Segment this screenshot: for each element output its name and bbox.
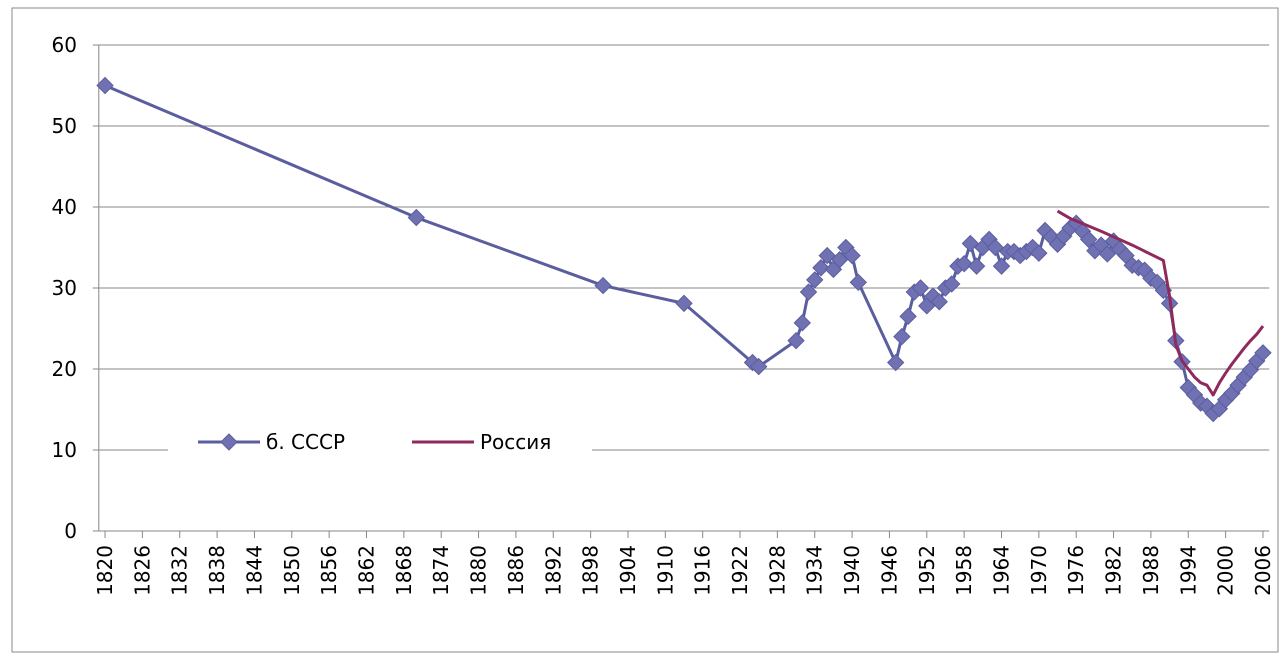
marker [992,257,1011,275]
x-tick-label: 1862 [354,545,378,596]
legend-marker [220,433,238,451]
x-tick-label: 1922 [728,545,752,596]
x-tick-label: 1856 [317,545,341,596]
marker [1030,244,1048,262]
marker [886,353,905,372]
marker [955,254,973,273]
y-tick-label: 40 [52,195,77,219]
marker [911,279,930,297]
x-tick-label: 1982 [1102,545,1126,596]
marker [942,275,961,293]
marker [806,271,824,289]
x-tick-label: 1976 [1064,545,1088,596]
marker [893,327,911,346]
marker [930,293,948,311]
marker [594,276,612,295]
legend-label: Россия [480,430,551,454]
y-tick-label: 50 [52,114,77,138]
marker [787,331,805,350]
x-tick-label: 1850 [280,545,304,596]
y-tick-label: 0 [64,519,77,543]
x-tick-label: 1838 [205,545,229,596]
x-tick-label: 1910 [653,545,677,596]
marker [675,294,693,313]
legend-label: б. СССР [266,430,345,454]
marker [967,257,986,275]
series-line [1056,209,1265,397]
marker [1254,344,1272,362]
marker [986,238,1004,257]
x-tick-label: 1898 [579,545,603,596]
marker [1098,245,1117,263]
x-tick-label: 1904 [616,545,640,596]
y-tick-label: 30 [52,276,77,300]
marker [749,357,768,376]
marker [793,314,811,332]
marker [849,273,868,292]
marker [799,283,818,301]
x-tick-label: 1880 [467,545,491,596]
x-tick-label: 2006 [1251,545,1275,596]
x-tick-label: 1988 [1139,545,1163,596]
x-tick-label: 1886 [504,545,528,596]
x-tick-label: 1832 [168,545,192,596]
y-tick-label: 10 [52,438,77,462]
x-tick-label: 1958 [952,545,976,596]
x-tick-label: 1994 [1176,545,1200,596]
marker [96,76,114,95]
x-tick-label: 1844 [242,545,266,596]
x-tick-label: 1928 [765,545,789,596]
x-tick-label: 1934 [803,545,827,596]
marker [812,259,830,277]
x-tick-label: 1892 [541,545,565,596]
marker [407,208,426,227]
x-tick-label: 1946 [877,545,901,596]
x-tick-label: 1940 [840,545,864,596]
x-tick-label: 1952 [915,545,939,596]
x-tick-label: 2000 [1214,545,1238,596]
x-tick-label: 1970 [1027,545,1051,596]
x-tick-label: 1964 [990,545,1014,596]
x-tick-label: 1820 [93,545,117,596]
marker [1079,230,1098,249]
y-tick-label: 20 [52,357,77,381]
marker [899,307,917,326]
x-tick-label: 1916 [691,545,715,596]
x-tick-label: 1868 [392,545,416,596]
x-tick-label: 1874 [429,545,453,596]
y-tick-label: 60 [52,33,77,57]
x-tick-label: 1826 [130,545,154,596]
chart-border [11,7,1279,653]
marker [843,246,861,265]
